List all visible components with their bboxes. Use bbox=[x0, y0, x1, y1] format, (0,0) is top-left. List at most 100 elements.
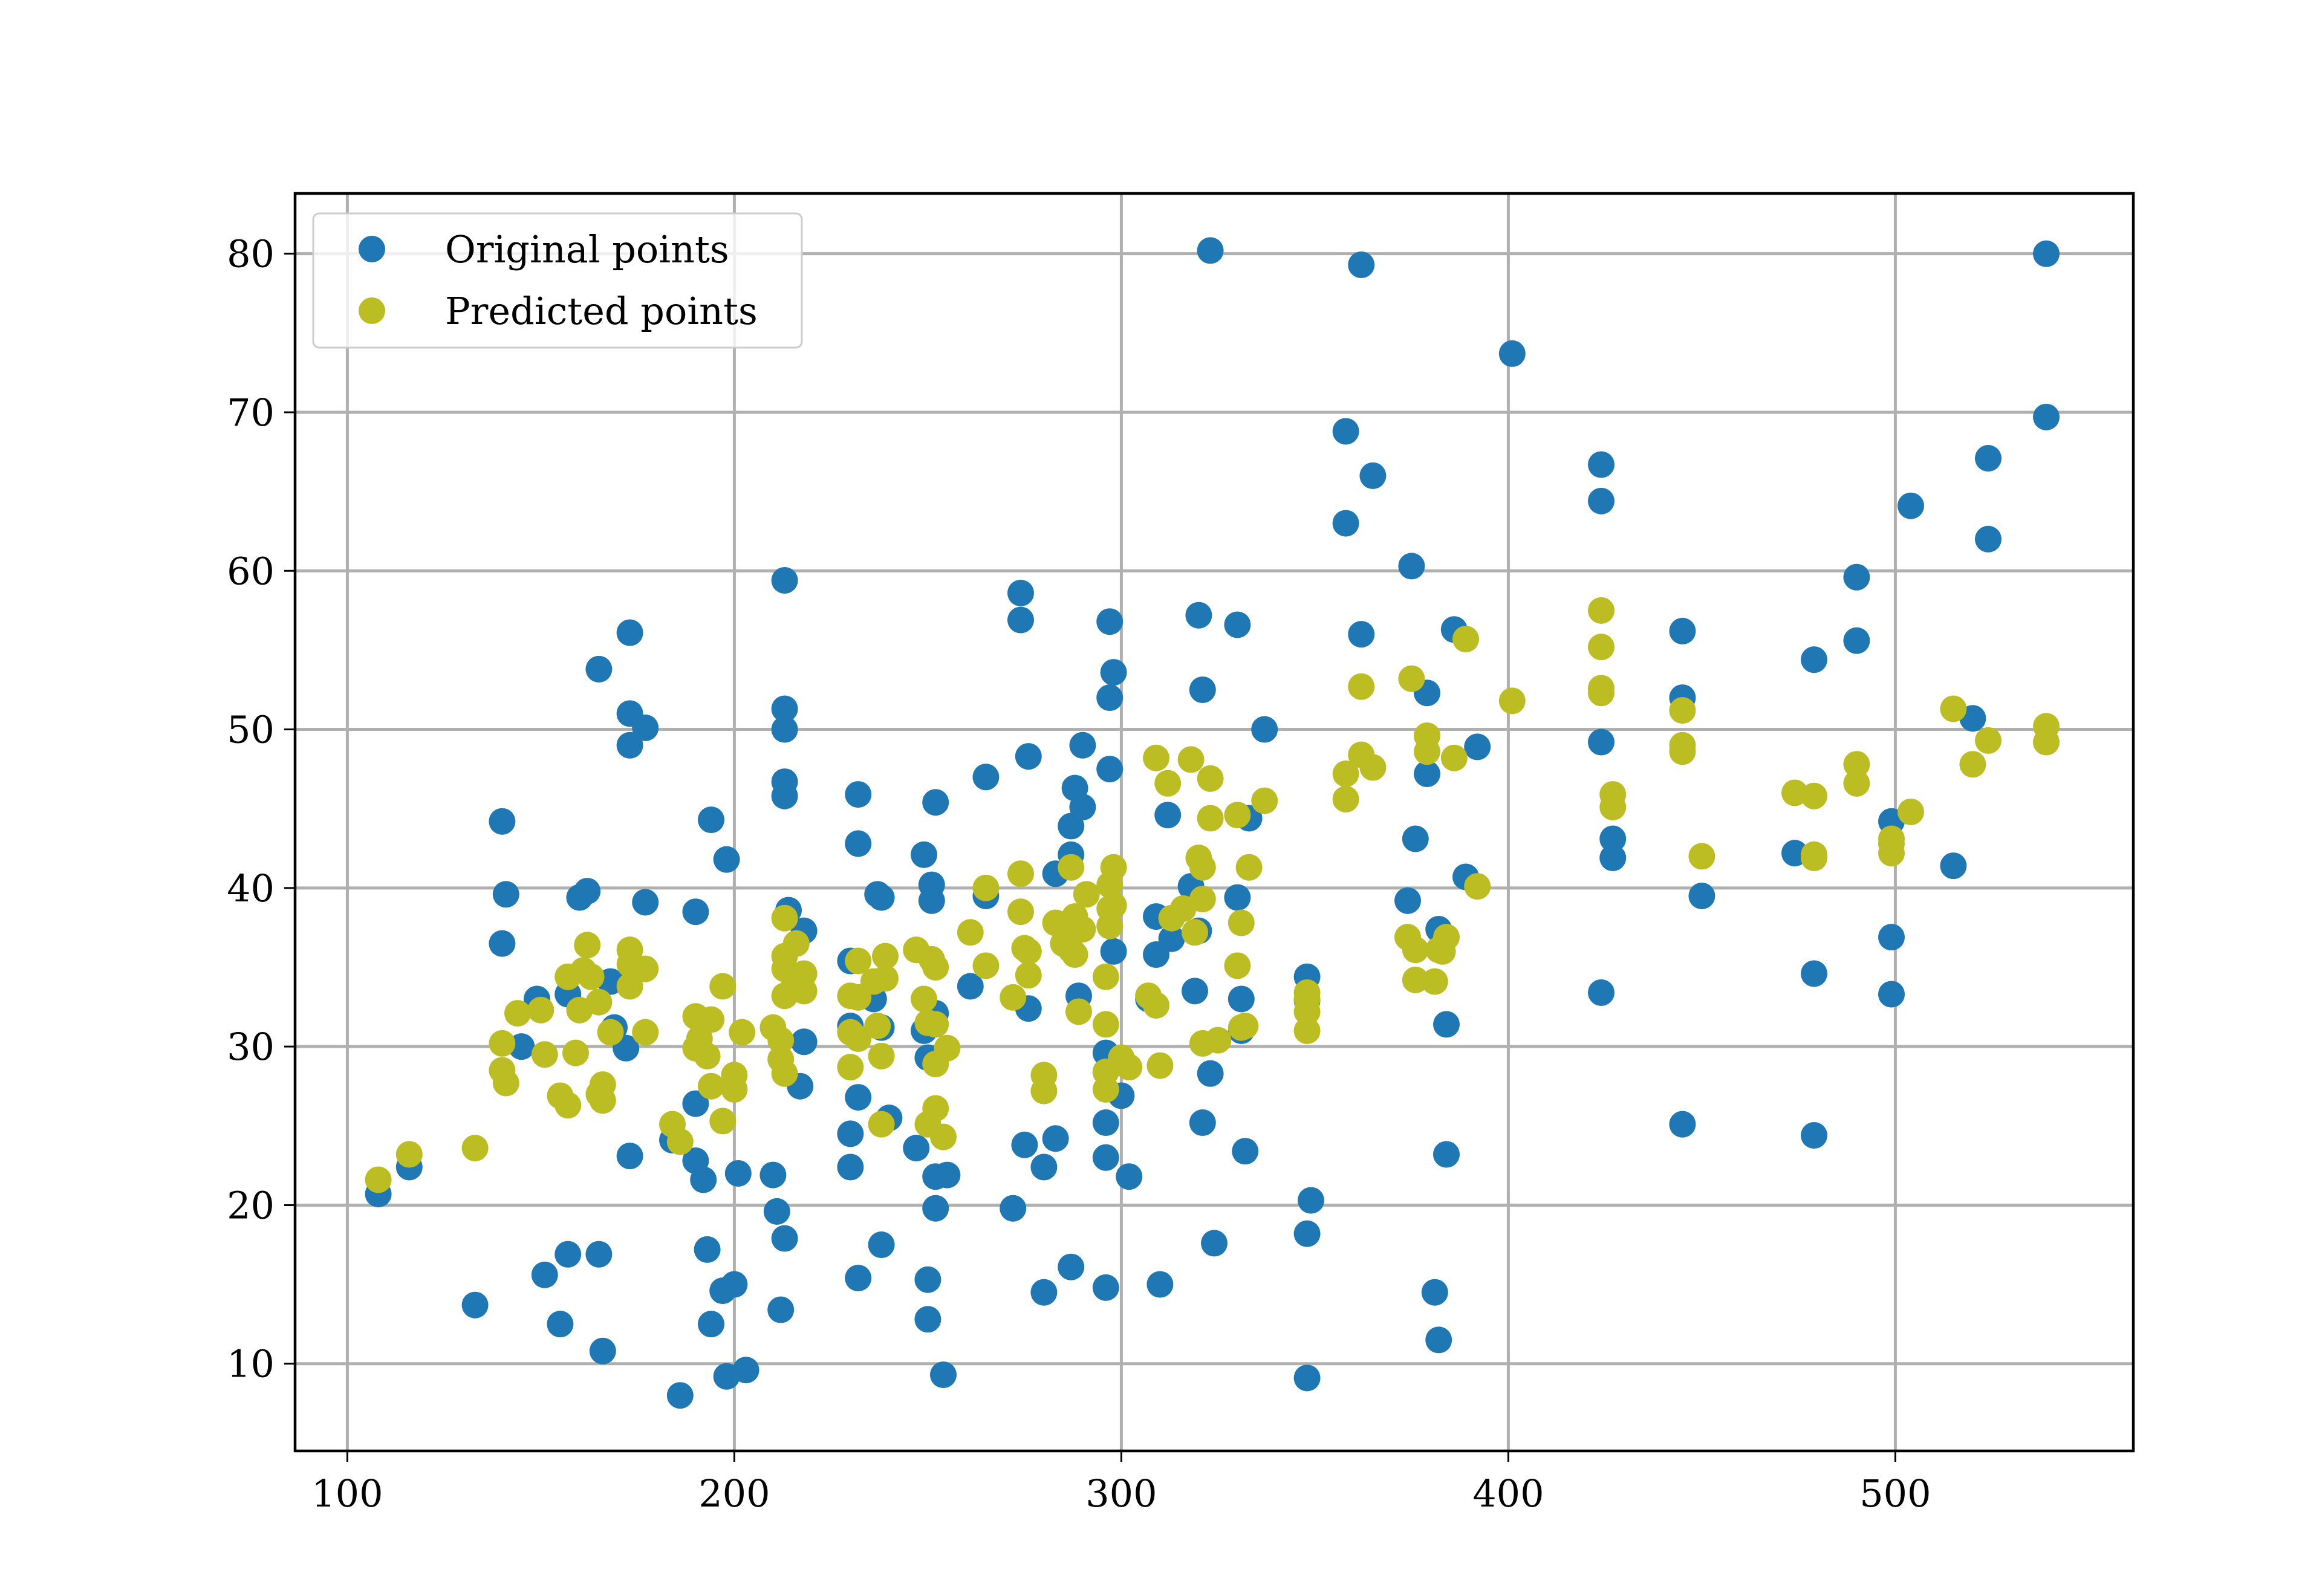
predicted-point bbox=[1189, 886, 1216, 913]
original-point bbox=[1425, 1326, 1452, 1354]
predicted-point bbox=[1293, 998, 1321, 1025]
predicted-point bbox=[709, 973, 737, 1000]
original-point bbox=[554, 1241, 582, 1268]
predicted-point bbox=[1228, 909, 1255, 936]
original-point bbox=[1201, 1230, 1228, 1257]
predicted-point bbox=[698, 1072, 724, 1100]
predicted-point bbox=[1332, 761, 1359, 787]
original-point bbox=[934, 1161, 961, 1189]
original-point bbox=[1588, 451, 1615, 478]
original-point bbox=[574, 878, 601, 905]
predicted-point bbox=[1092, 1075, 1119, 1103]
predicted-point bbox=[1061, 941, 1088, 968]
original-point bbox=[589, 1337, 616, 1364]
original-point bbox=[1182, 978, 1208, 1005]
predicted-point bbox=[1688, 843, 1715, 870]
original-point bbox=[1588, 487, 1615, 514]
predicted-point bbox=[1898, 798, 1924, 825]
original-point bbox=[489, 808, 516, 835]
predicted-point bbox=[911, 985, 937, 1013]
grid bbox=[295, 193, 2133, 1451]
original-point bbox=[690, 1166, 717, 1193]
original-point bbox=[1092, 1144, 1119, 1171]
original-point bbox=[1599, 825, 1627, 852]
original-point bbox=[1096, 608, 1124, 635]
original-point bbox=[1348, 621, 1375, 648]
predicted-point bbox=[1224, 802, 1251, 829]
predicted-point bbox=[972, 952, 1000, 979]
original-point bbox=[1801, 646, 1827, 673]
original-point bbox=[845, 830, 872, 857]
original-point bbox=[922, 789, 949, 816]
predicted-point bbox=[585, 988, 613, 1016]
predicted-point bbox=[1402, 936, 1429, 964]
predicted-point bbox=[589, 1071, 616, 1098]
original-point bbox=[1100, 659, 1127, 686]
predicted-point bbox=[666, 1128, 694, 1155]
original-point bbox=[1096, 684, 1124, 712]
original-point bbox=[1293, 1364, 1321, 1392]
original-point bbox=[972, 764, 1000, 791]
original-point bbox=[1000, 1195, 1027, 1222]
predicted-point bbox=[1073, 881, 1100, 908]
original-point bbox=[1588, 728, 1615, 756]
original-point bbox=[1298, 1187, 1324, 1214]
predicted-point bbox=[729, 1019, 756, 1046]
predicted-point bbox=[1100, 892, 1127, 919]
original-point bbox=[1398, 553, 1425, 580]
y-tick-label: 40 bbox=[227, 866, 275, 910]
original-point bbox=[1464, 733, 1491, 761]
original-point bbox=[1801, 1122, 1827, 1149]
predicted-point bbox=[1177, 746, 1205, 773]
original-point bbox=[1359, 462, 1387, 489]
original-point bbox=[1197, 237, 1224, 264]
original-point bbox=[763, 1198, 790, 1225]
predicted-point bbox=[1197, 805, 1224, 832]
predicted-point bbox=[868, 1042, 895, 1069]
original-point bbox=[682, 1090, 709, 1117]
x-tick-label: 100 bbox=[311, 1471, 383, 1516]
predicted-point bbox=[1058, 854, 1085, 881]
original-point bbox=[1669, 1111, 1696, 1138]
predicted-point bbox=[1143, 744, 1169, 771]
predicted-point bbox=[1464, 873, 1491, 900]
original-point bbox=[1878, 924, 1905, 951]
predicted-point bbox=[922, 954, 949, 981]
predicted-point bbox=[1143, 991, 1169, 1019]
predicted-point bbox=[872, 965, 899, 992]
predicted-point bbox=[1197, 765, 1224, 792]
original-point bbox=[1688, 882, 1715, 909]
predicted-point bbox=[1030, 1077, 1058, 1105]
predicted-point bbox=[1146, 1052, 1174, 1079]
predicted-point bbox=[632, 1019, 659, 1046]
original-point bbox=[790, 1028, 818, 1056]
original-point bbox=[682, 898, 709, 926]
predicted-point bbox=[1096, 912, 1124, 939]
predicted-point bbox=[1452, 626, 1479, 653]
original-point bbox=[721, 1271, 748, 1298]
original-point bbox=[771, 695, 798, 722]
predicted-point bbox=[771, 1060, 798, 1087]
predicted-point bbox=[2033, 728, 2060, 756]
predicted-point bbox=[1940, 695, 1967, 722]
legend-marker-predicted bbox=[359, 297, 385, 324]
original-point bbox=[632, 714, 659, 741]
original-point bbox=[616, 619, 643, 646]
predicted-point bbox=[577, 963, 605, 990]
predicted-point bbox=[1433, 924, 1460, 951]
predicted-point bbox=[1398, 665, 1425, 692]
original-point bbox=[914, 1266, 941, 1293]
predicted-point bbox=[1100, 854, 1127, 881]
predicted-point bbox=[957, 919, 984, 946]
predicted-point bbox=[698, 1006, 724, 1033]
original-point bbox=[1348, 251, 1375, 279]
original-point bbox=[1058, 813, 1085, 840]
original-point bbox=[1975, 445, 2002, 472]
original-point bbox=[1007, 579, 1034, 606]
original-point bbox=[1843, 563, 1870, 591]
original-point bbox=[1189, 1109, 1216, 1137]
original-point bbox=[1096, 756, 1124, 783]
original-point bbox=[1092, 1274, 1119, 1301]
original-point bbox=[1878, 981, 1905, 1008]
original-point bbox=[845, 781, 872, 808]
